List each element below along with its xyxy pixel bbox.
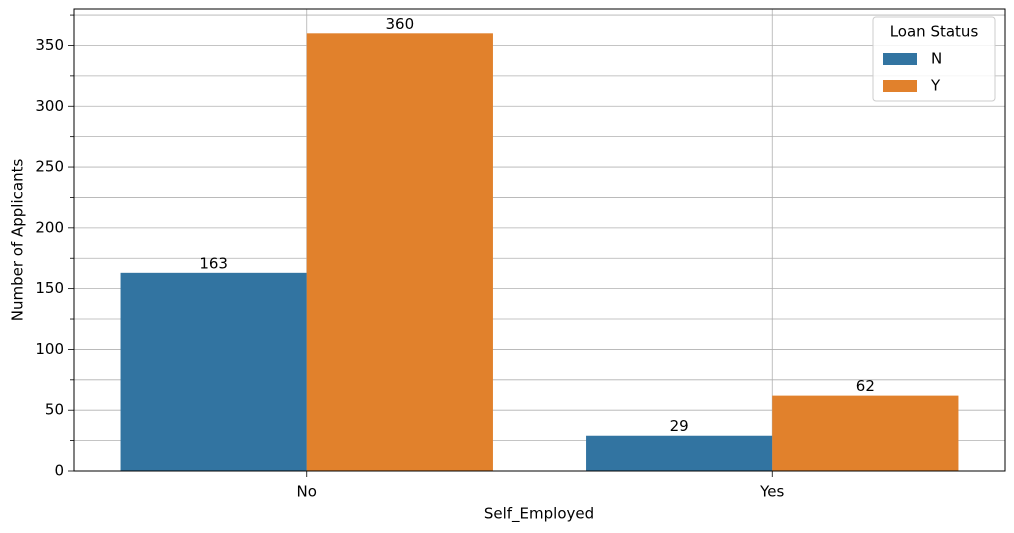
x-tick-label: Yes <box>759 483 784 501</box>
legend-swatch <box>883 80 917 92</box>
bar <box>772 395 959 471</box>
x-axis-label: Self_Employed <box>484 505 594 524</box>
y-tick-label: 0 <box>54 462 64 480</box>
y-tick-label: 250 <box>35 158 64 176</box>
y-tick-label: 200 <box>35 218 64 236</box>
legend-label: Y <box>930 77 941 95</box>
value-label: 360 <box>386 15 415 33</box>
y-tick-label: 100 <box>35 340 64 358</box>
y-tick-label: 150 <box>35 279 64 297</box>
legend-title: Loan Status <box>890 23 979 41</box>
y-tick-label: 300 <box>35 97 64 115</box>
y-tick-label: 50 <box>45 401 64 419</box>
legend-label: N <box>931 50 942 68</box>
bar <box>306 33 493 471</box>
legend: Loan Status NY <box>872 16 996 102</box>
y-axis-label: Number of Applicants <box>9 159 27 322</box>
x-tick-label: No <box>297 483 317 501</box>
bar <box>586 435 773 471</box>
legend-swatch <box>883 53 917 65</box>
value-label: 29 <box>670 417 689 435</box>
value-label: 62 <box>856 377 875 395</box>
y-tick-label: 350 <box>35 36 64 54</box>
plot-frame <box>73 8 1006 472</box>
bar <box>120 272 307 471</box>
value-label: 163 <box>199 254 228 272</box>
